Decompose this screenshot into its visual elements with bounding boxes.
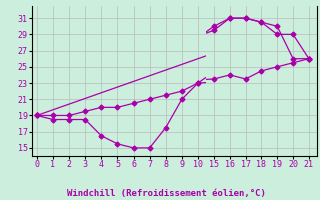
Text: Windchill (Refroidissement éolien,°C): Windchill (Refroidissement éolien,°C): [67, 189, 266, 198]
